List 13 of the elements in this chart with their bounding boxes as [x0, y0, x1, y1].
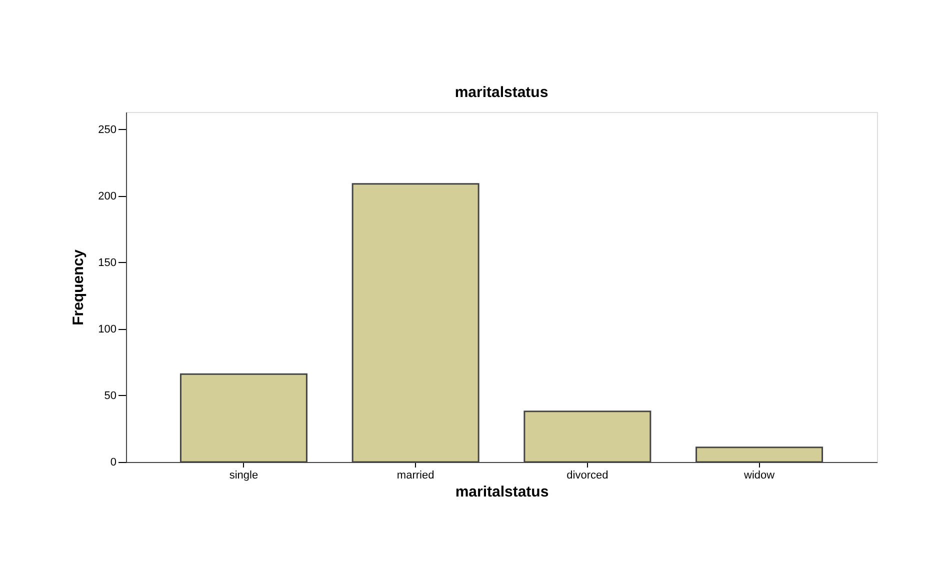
x-axis-title: maritalstatus [455, 484, 549, 500]
y-axis-title: Frequency [70, 248, 88, 326]
x-tick-label: married [396, 470, 434, 482]
y-tick-label: 100 [98, 323, 116, 336]
y-tick-label: 150 [98, 256, 116, 269]
y-tick-label: 0 [110, 456, 116, 468]
x-tick-label: widow [742, 470, 775, 482]
y-tick-label: 200 [98, 190, 116, 202]
x-tick-label: divorced [566, 470, 608, 482]
y-tick-label: 250 [98, 124, 116, 136]
chart-title: maritalstatus [454, 84, 548, 101]
y-tick-label: 50 [104, 390, 116, 402]
x-tick-label: single [229, 470, 258, 482]
